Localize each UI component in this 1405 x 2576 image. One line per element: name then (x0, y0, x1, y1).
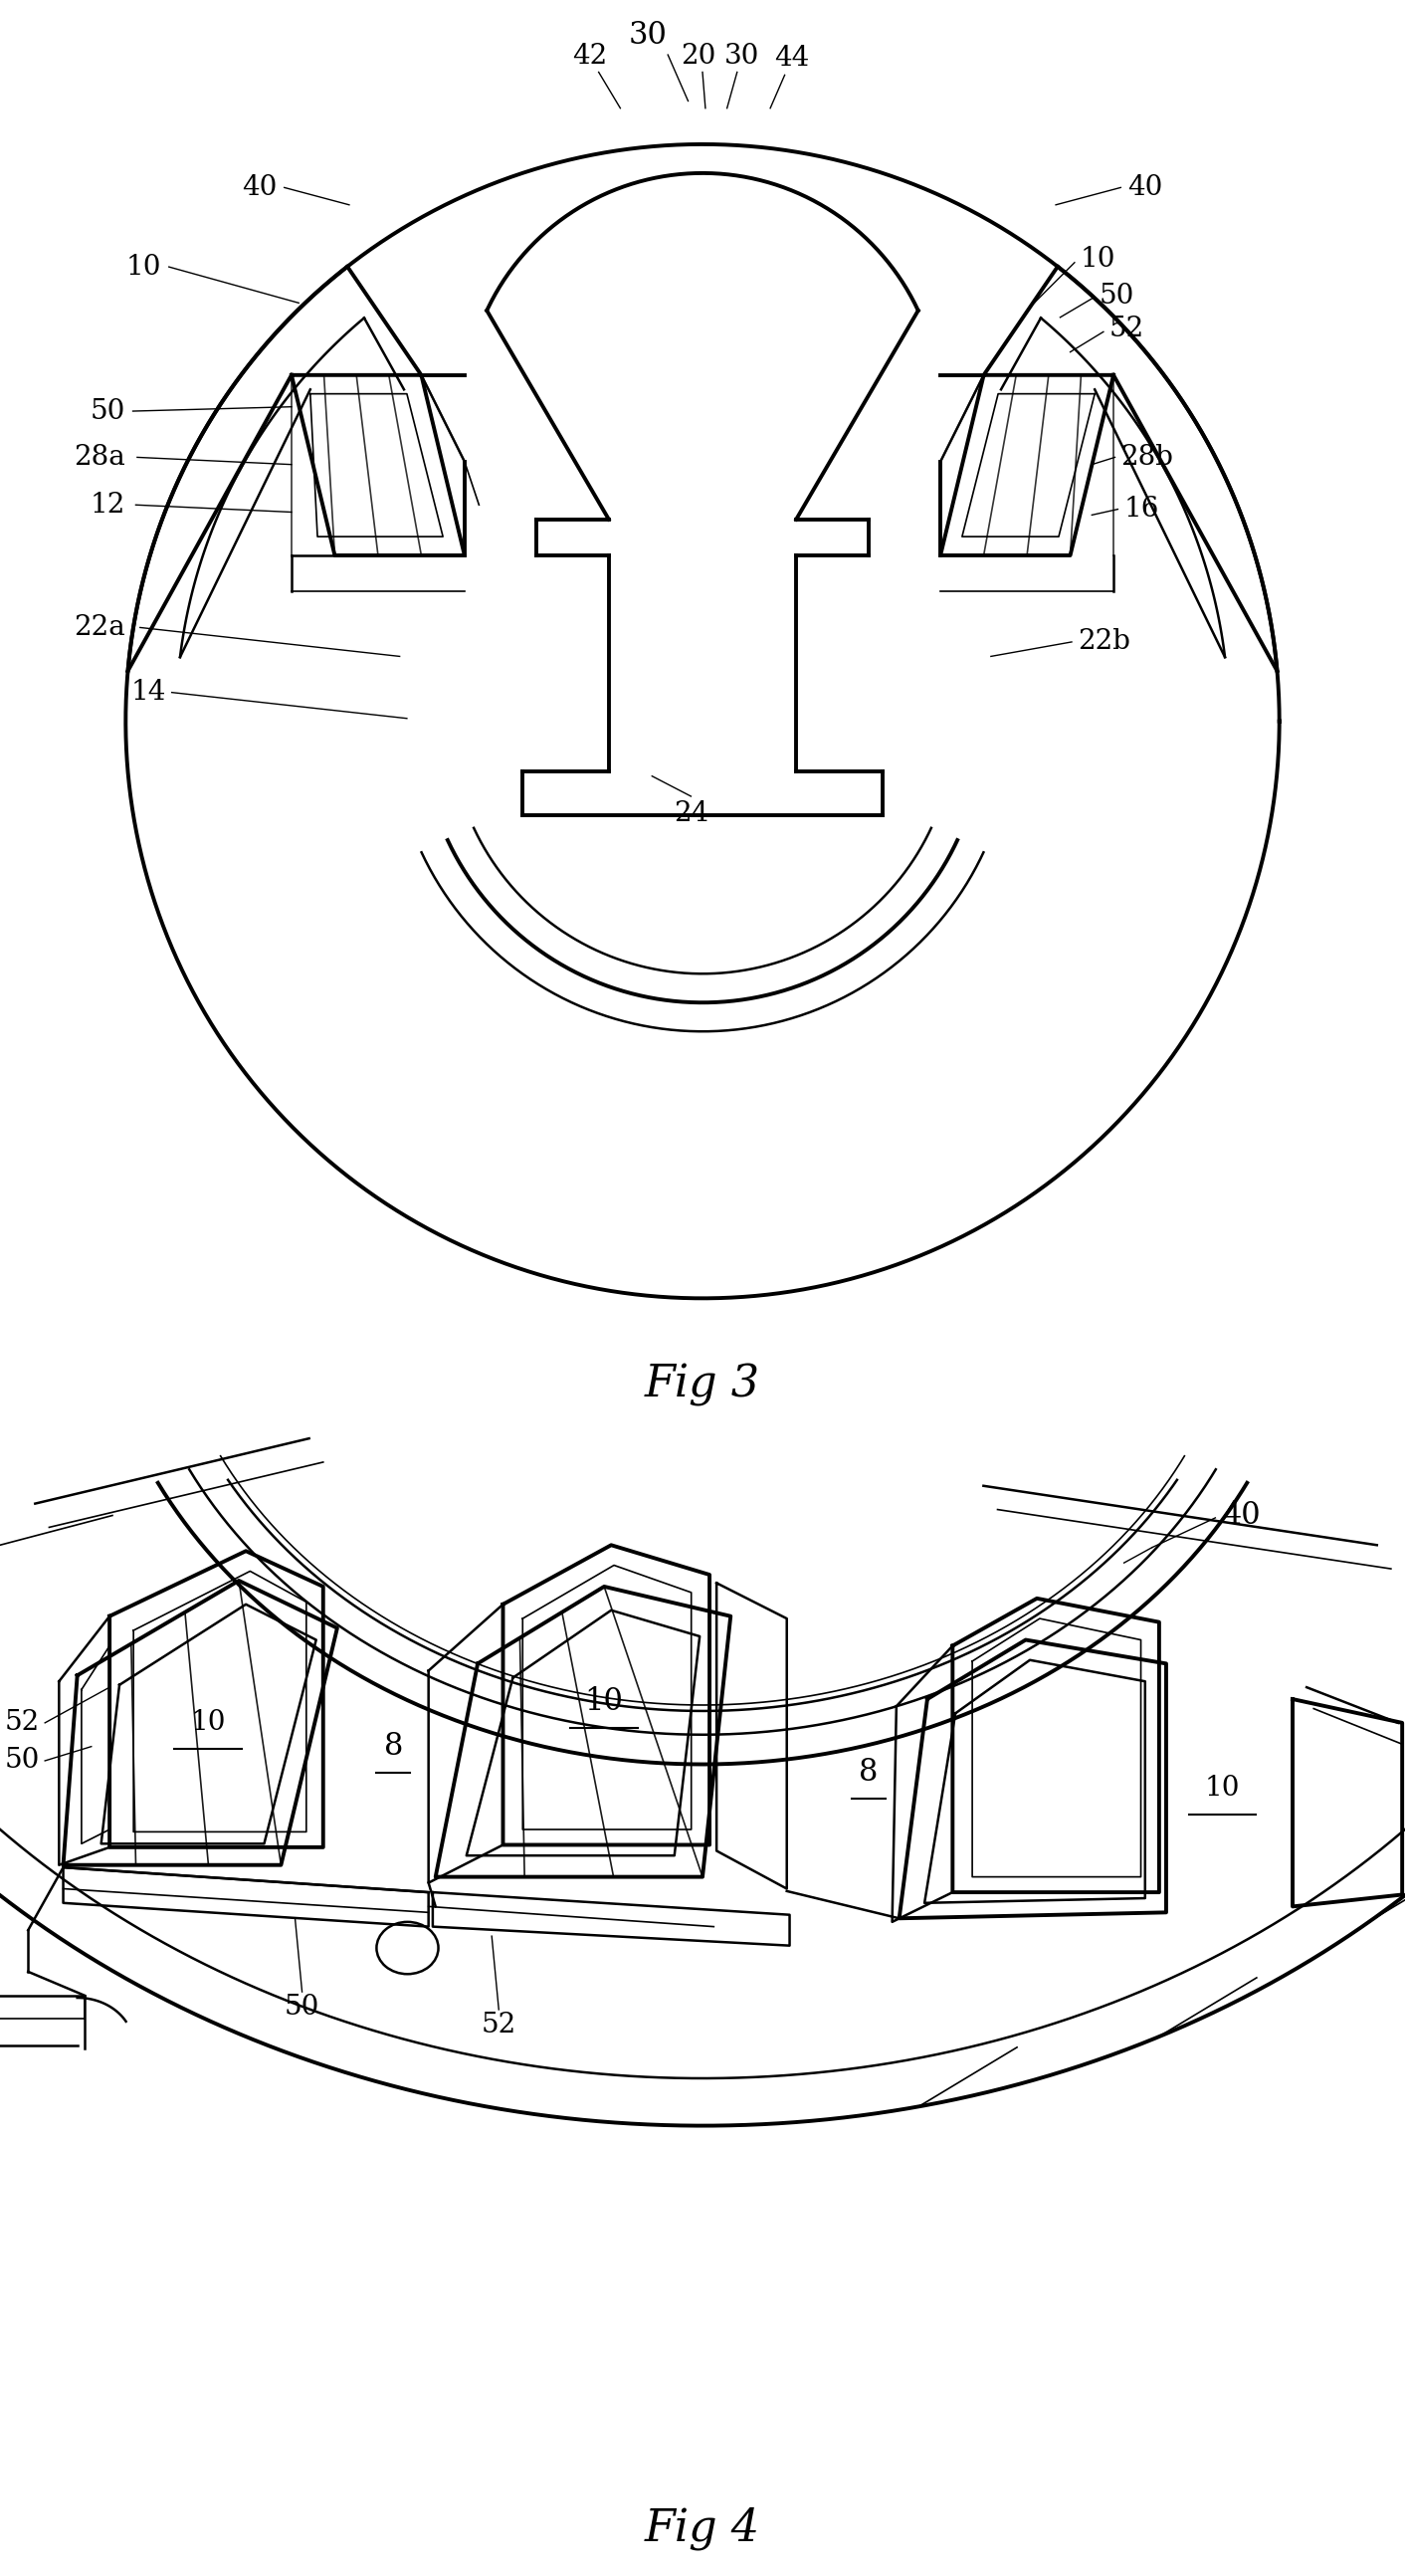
Text: 52: 52 (482, 2012, 516, 2038)
Text: 10: 10 (1080, 247, 1116, 273)
Text: 28a: 28a (74, 443, 125, 471)
Text: 12: 12 (90, 492, 125, 518)
Text: 14: 14 (131, 680, 166, 706)
Text: 50: 50 (90, 397, 125, 425)
Text: 30: 30 (628, 21, 667, 52)
Text: 10: 10 (190, 1710, 226, 1736)
Text: 50: 50 (4, 1747, 39, 1775)
Text: 20: 20 (680, 41, 715, 70)
Text: 40: 40 (1222, 1499, 1260, 1530)
Text: Fig 3: Fig 3 (645, 1363, 760, 1406)
Text: 30: 30 (724, 41, 759, 70)
Text: 8: 8 (384, 1731, 403, 1762)
Text: 22b: 22b (1078, 629, 1130, 654)
Text: 10: 10 (584, 1687, 624, 1718)
Text: 24: 24 (673, 801, 708, 827)
Text: 50: 50 (284, 1994, 320, 2020)
Text: 52: 52 (4, 1710, 39, 1736)
Text: 28b: 28b (1121, 443, 1173, 471)
Text: 8: 8 (858, 1757, 878, 1788)
Text: 44: 44 (774, 46, 809, 72)
Text: 22a: 22a (74, 613, 125, 641)
Text: 52: 52 (1109, 314, 1144, 343)
Text: 40: 40 (1128, 175, 1163, 201)
Text: 16: 16 (1124, 495, 1159, 523)
Text: 10: 10 (126, 252, 162, 281)
Text: 10: 10 (1204, 1775, 1241, 1801)
Text: 42: 42 (572, 41, 607, 70)
Text: 50: 50 (1099, 283, 1134, 309)
Text: 40: 40 (242, 175, 277, 201)
Text: Fig 4: Fig 4 (645, 2506, 760, 2550)
